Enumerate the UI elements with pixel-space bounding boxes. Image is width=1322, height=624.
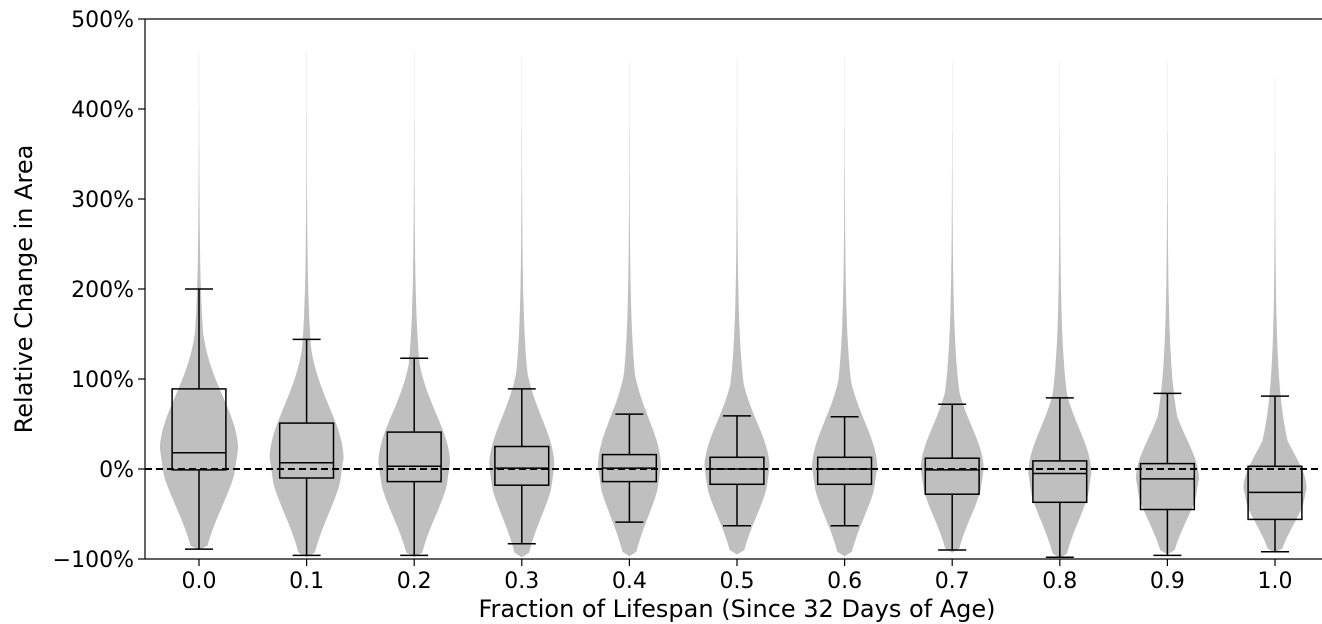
x-tick-label: 0.5 <box>720 569 755 594</box>
y-tick-label: 0% <box>99 458 134 483</box>
x-tick-label: 0.7 <box>935 569 970 594</box>
y-tick-label: 500% <box>71 8 134 33</box>
boxplot-0.9 <box>1139 392 1196 557</box>
violin-0.6 <box>812 19 878 557</box>
iqr-box <box>386 431 442 483</box>
violin-0.0 <box>159 19 239 550</box>
x-tick-label: 0.9 <box>1150 569 1185 594</box>
y-axis-label: Relative Change in Area <box>10 145 38 434</box>
x-tick-label: 0.8 <box>1042 569 1077 594</box>
boxplot-0.1 <box>278 338 335 557</box>
violin-0.9 <box>1135 19 1199 555</box>
y-tick-label: 100% <box>71 368 134 393</box>
violin-layer <box>159 19 1307 559</box>
x-tick-label: 0.6 <box>827 569 862 594</box>
y-tick-label: 200% <box>71 278 134 303</box>
y-tick-label: −100% <box>53 548 134 573</box>
iqr-box <box>171 388 227 471</box>
boxplot-0.8 <box>1032 397 1088 558</box>
violin-0.8 <box>1028 19 1092 559</box>
boxplot-1.0 <box>1247 395 1303 553</box>
y-tick-label: 400% <box>71 98 134 123</box>
x-tick-label: 0.1 <box>289 569 324 594</box>
x-axis-label: Fraction of Lifespan (Since 32 Days of A… <box>478 595 995 623</box>
violin-0.7 <box>920 19 984 553</box>
iqr-box <box>1139 462 1196 511</box>
iqr-box <box>1032 460 1088 504</box>
boxplot-0.7 <box>924 403 980 551</box>
x-tick-label: 1.0 <box>1258 569 1293 594</box>
violin-0.1 <box>269 19 344 558</box>
y-tick-label: 300% <box>71 188 134 213</box>
x-tick-label: 0.4 <box>612 569 647 594</box>
boxplot-0.2 <box>386 357 442 557</box>
violin-0.3 <box>489 19 555 558</box>
iqr-box <box>494 445 550 486</box>
violin-0.2 <box>378 19 451 558</box>
iqr-box <box>924 457 980 495</box>
x-tick-label: 0.0 <box>182 569 217 594</box>
violin-0.5 <box>704 19 770 555</box>
boxplot-0.0 <box>171 288 227 550</box>
x-tick-label: 0.2 <box>397 569 432 594</box>
violin-1.0 <box>1243 37 1307 553</box>
violin-0.4 <box>597 19 661 557</box>
iqr-box <box>816 456 873 486</box>
iqr-box <box>278 422 335 479</box>
x-ticks: 0.0 0.1 0.2 0.3 0.4 0.5 0.6 0.7 0.8 0.9 1.0 <box>182 559 1293 594</box>
y-ticks: −100% 0% 100% 200% 300% 400% 500% <box>53 8 145 573</box>
x-tick-label: 0.3 <box>504 569 539 594</box>
boxplot-0.3 <box>494 388 550 545</box>
iqr-box <box>709 456 765 486</box>
